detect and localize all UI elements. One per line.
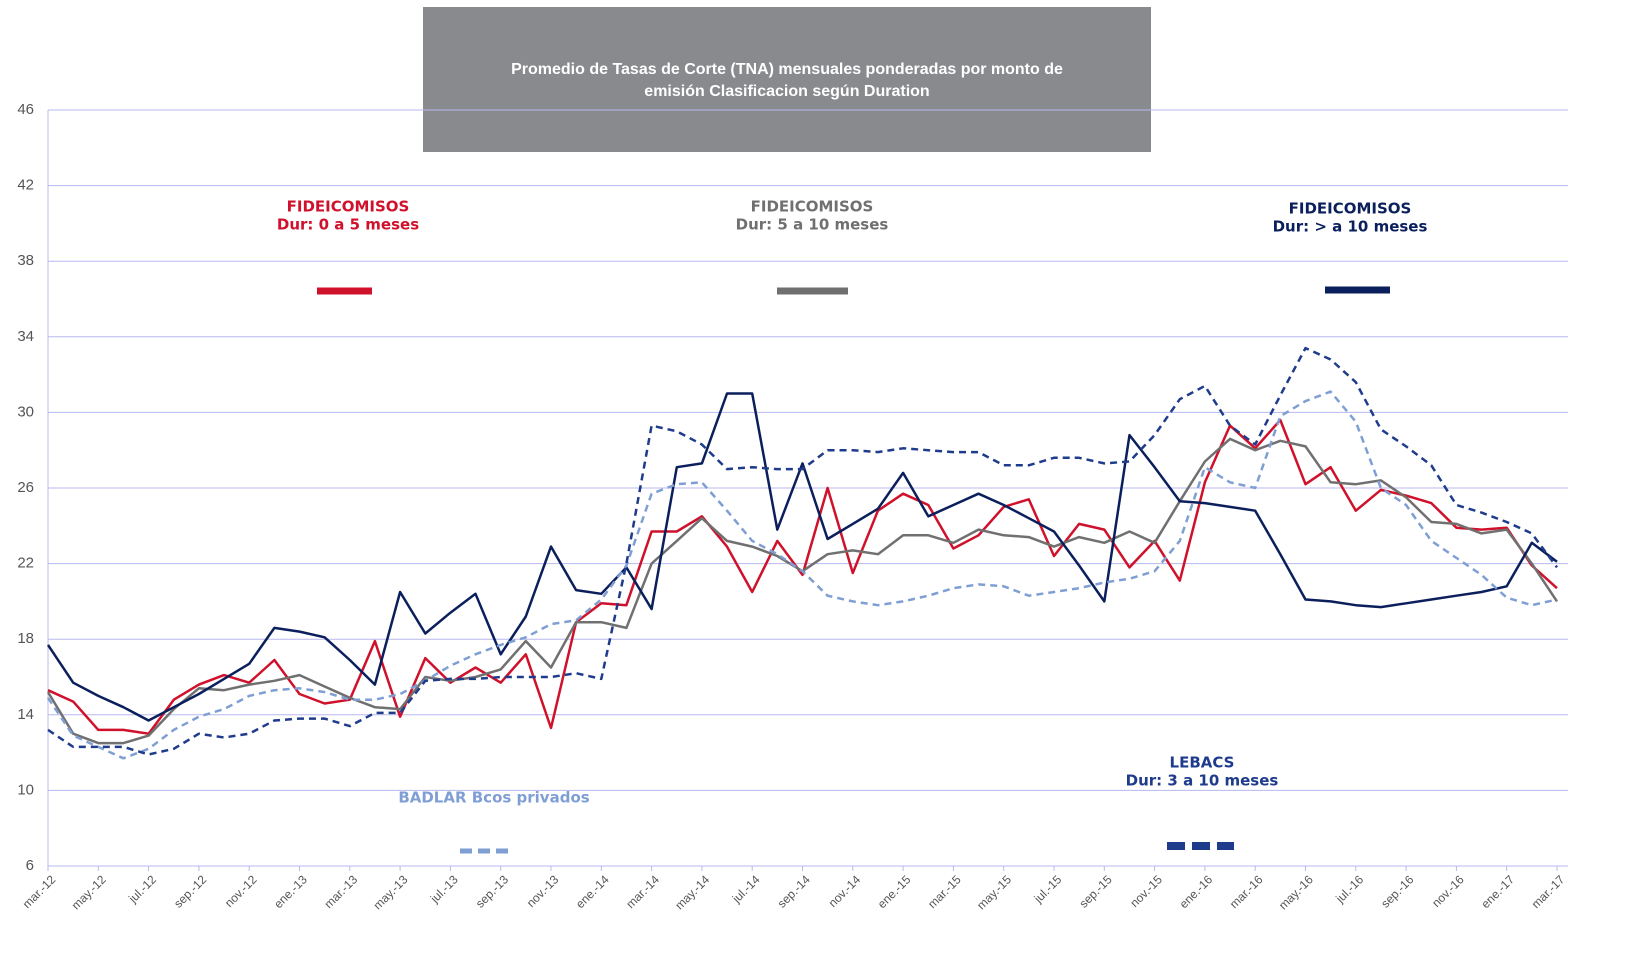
y-tick-label: 30 bbox=[17, 403, 34, 420]
x-tick-label: mar.-12 bbox=[20, 872, 59, 911]
x-tick-label: ene.-17 bbox=[1478, 872, 1517, 911]
legend-label: LEBACS bbox=[1170, 754, 1235, 772]
legend-label: FIDEICOMISOS bbox=[1289, 200, 1412, 218]
x-tick-label: ene.-16 bbox=[1177, 872, 1216, 911]
y-tick-label: 42 bbox=[17, 177, 34, 194]
x-tick-label: mar.-17 bbox=[1529, 872, 1568, 911]
x-tick-label: nov.-16 bbox=[1429, 872, 1467, 910]
x-tick-label: nov.-12 bbox=[222, 872, 260, 910]
x-tick-label: sep.-13 bbox=[473, 872, 511, 910]
x-tick-label: may.-13 bbox=[371, 872, 411, 912]
chart-title: emisión Clasificacion según Duration bbox=[644, 83, 929, 100]
x-tick-label: jul.-12 bbox=[125, 872, 159, 906]
x-tick-label: nov.-14 bbox=[826, 872, 864, 910]
legend-label: FIDEICOMISOS bbox=[751, 198, 874, 216]
x-tick-label: mar.-15 bbox=[925, 872, 964, 911]
x-tick-label: ene.-13 bbox=[271, 872, 310, 911]
x-tick-label: jul.-14 bbox=[729, 872, 763, 906]
legend-label: FIDEICOMISOS bbox=[287, 198, 410, 216]
x-tick-label: jul.-16 bbox=[1332, 872, 1366, 906]
x-tick-label: ene.-14 bbox=[573, 872, 612, 911]
x-tick-label: nov.-13 bbox=[524, 872, 562, 910]
x-tick-label: sep.-14 bbox=[775, 872, 813, 910]
x-tick-label: may.-15 bbox=[974, 872, 1014, 912]
y-tick-label: 46 bbox=[17, 101, 34, 118]
legend-label: Dur: 0 a 5 meses bbox=[277, 216, 419, 234]
series-line bbox=[46, 392, 1558, 722]
y-tick-label: 14 bbox=[17, 706, 34, 723]
x-tick-label: jul.-13 bbox=[427, 872, 461, 906]
series-line bbox=[47, 346, 1559, 756]
x-tick-label: may.-14 bbox=[672, 872, 712, 912]
y-tick-label: 10 bbox=[17, 781, 34, 798]
y-tick-label: 22 bbox=[17, 555, 34, 572]
x-tick-label: sep.-16 bbox=[1378, 872, 1416, 910]
chart-title: Promedio de Tasas de Corte (TNA) mensual… bbox=[511, 61, 1063, 78]
legend-label: BADLAR Bcos privados bbox=[398, 789, 589, 807]
series-line bbox=[47, 418, 1558, 735]
y-tick-label: 6 bbox=[26, 857, 34, 874]
x-tick-label: nov.-15 bbox=[1127, 872, 1165, 910]
x-tick-label: mar.-13 bbox=[321, 872, 360, 911]
y-tick-label: 26 bbox=[17, 479, 34, 496]
x-tick-label: mar.-16 bbox=[1227, 872, 1266, 911]
x-tick-label: jul.-15 bbox=[1031, 872, 1065, 906]
series-line bbox=[46, 437, 1559, 745]
legend-label: Dur: 3 a 10 meses bbox=[1126, 772, 1279, 790]
x-tick-label: sep.-12 bbox=[171, 872, 209, 910]
title-box bbox=[423, 7, 1151, 152]
legend-label: Dur: 5 a 10 meses bbox=[736, 216, 889, 234]
series-line bbox=[46, 390, 1558, 760]
legend-label: Dur: > a 10 meses bbox=[1273, 218, 1428, 236]
x-tick-label: mar.-14 bbox=[623, 872, 662, 911]
x-tick-label: ene.-15 bbox=[875, 872, 914, 911]
x-tick-label: may.-12 bbox=[69, 872, 109, 912]
y-tick-label: 18 bbox=[17, 630, 34, 647]
x-tick-label: may.-16 bbox=[1276, 872, 1316, 912]
y-tick-label: 34 bbox=[17, 328, 34, 345]
x-tick-label: sep.-15 bbox=[1076, 872, 1114, 910]
y-tick-label: 38 bbox=[17, 252, 34, 269]
